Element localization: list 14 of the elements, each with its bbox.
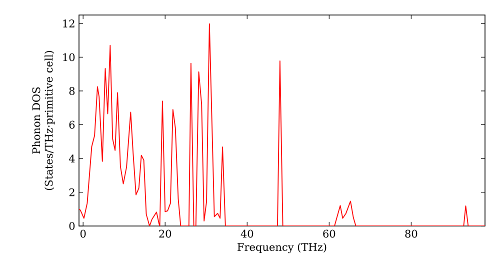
x-axis-title: Frequency (THz)	[238, 242, 326, 254]
x-tick-label: 80	[405, 230, 418, 238]
x-tick-label: 40	[240, 230, 254, 238]
y-axis-title: Phonon DOS (States/THz·primitive cell)	[32, 50, 55, 190]
x-tick-label: 0	[80, 230, 86, 238]
y-tick-label: 8	[69, 86, 75, 95]
x-tick-label: 60	[323, 230, 336, 238]
y-tick-label: 12	[63, 20, 74, 28]
y-tick-label: 10	[63, 53, 75, 62]
y-tick-label: 2	[69, 188, 74, 196]
y-tick-label: 4	[68, 154, 75, 162]
y-tick-label: 0	[69, 222, 75, 230]
y-tick-label: 6	[69, 120, 75, 129]
x-tick-label: 20	[159, 230, 172, 238]
